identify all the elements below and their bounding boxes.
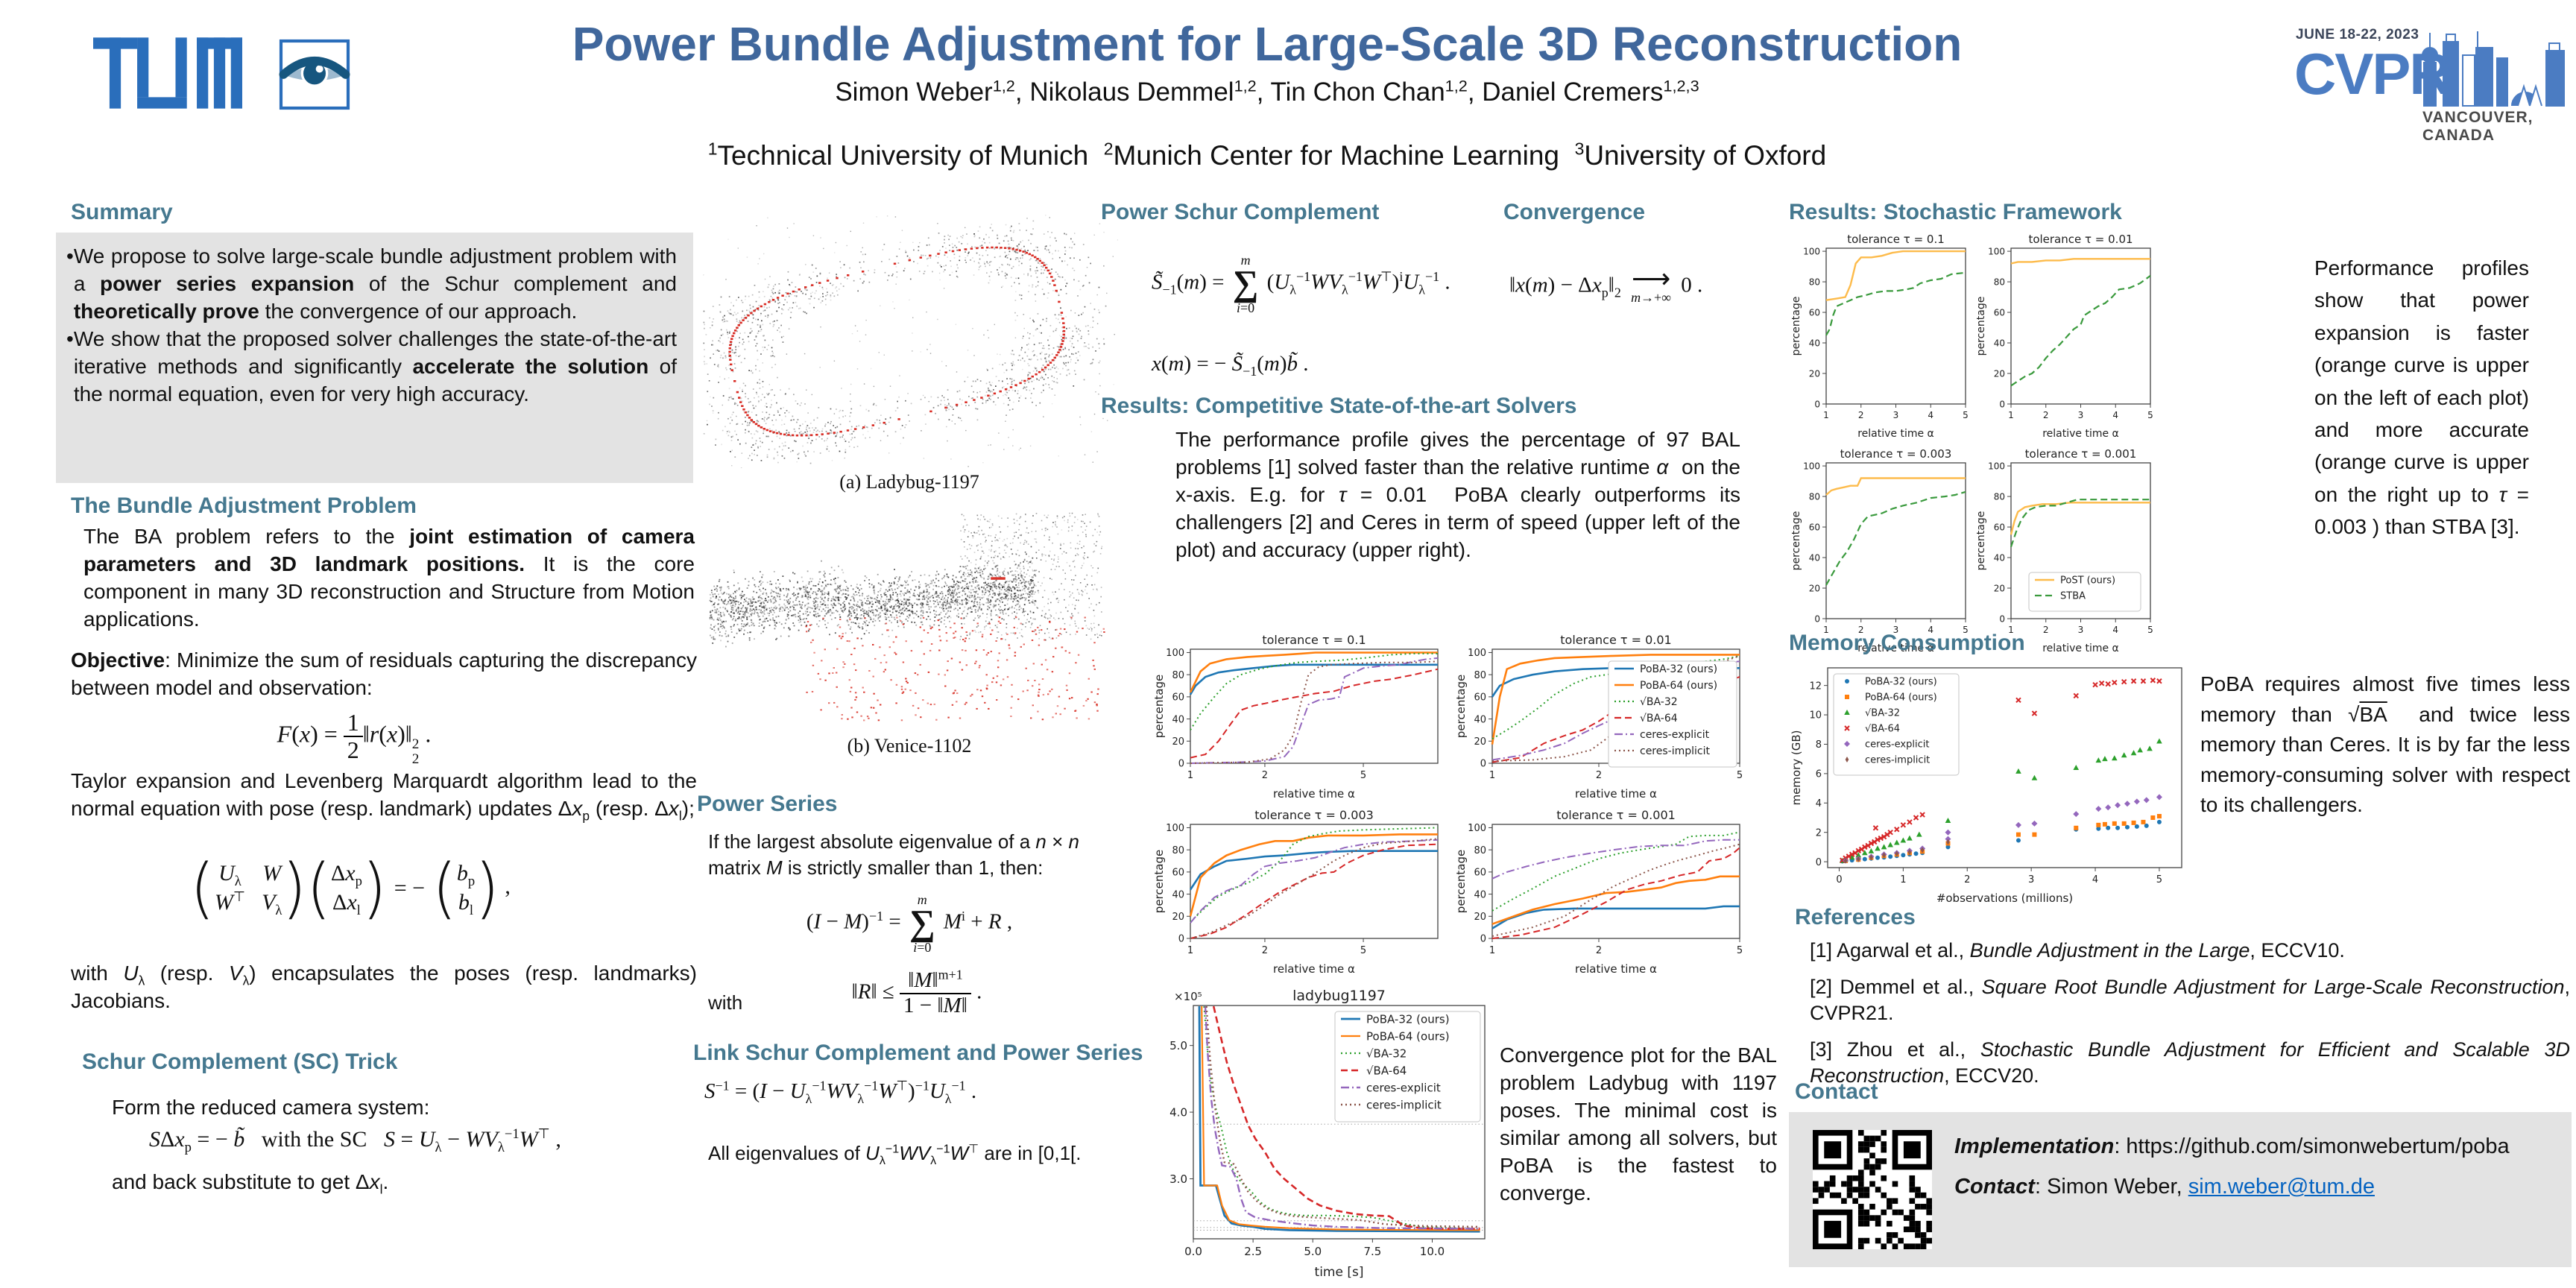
ba-problem-p1: The BA problem refers to the joint estim…: [83, 525, 695, 631]
poster-title: Power Bundle Adjustment for Large-Scale …: [572, 17, 1963, 71]
chart-post-tol-0-001: 1 2 3 4 5 0 20 40 60 80 100 tolerance τ = 0.001 rela…: [1974, 443, 2156, 656]
tum-logo: [93, 37, 242, 109]
chart-post-tol-0-01: 1 2 3 4 5 0 20 40 60 80 100 tolerance τ = 0.01 relat…: [1974, 228, 2156, 441]
chart-post-tol-0-1: 1 2 3 4 5 0 20 40 60 80 100 tolerance τ = 0.1 relati…: [1789, 228, 1972, 441]
vancouver-skyline-icon: [2422, 31, 2565, 107]
ba-problem-p3: Taylor expansion and Levenberg Marquardt…: [71, 769, 697, 824]
venice-figure-caption: (b) Venice-1102: [847, 735, 972, 757]
ladybug-convergence-caption: Convergence plot for the BAL problem Lad…: [1500, 1044, 1777, 1205]
summary-bullet-2: We show that the proposed solver challen…: [73, 326, 678, 405]
chart-perf-tol-0-01: 1 2 5 0 20 40 60 80 100 tolerance τ = 0.01 relativ…: [1453, 628, 1746, 802]
contact-implementation: Implementation: https://github.com/simon…: [1954, 1134, 2510, 1158]
authors: Simon Weber1,2, Nikolaus Demmel1,2, Tin …: [835, 76, 1699, 107]
ba-problem-objective: Objective: Minimize the sum of residuals…: [71, 648, 697, 699]
ladybug-figure-caption: (a) Ladybug-1197: [839, 471, 979, 493]
bullet-icon: •: [66, 244, 74, 268]
results-stochastic-heading: Results: Stochastic Framework: [1789, 200, 2122, 224]
power-series-with: with: [708, 991, 743, 1014]
eq-link: S−1 = (I − Uλ−1WVλ−1W⊤)−1Uλ−1 .: [704, 1078, 977, 1106]
eq-sc: SΔxp = − b̃ with the SC S = Uλ − WVλ−1W⊤…: [149, 1126, 561, 1155]
sc-trick-p1: Form the reduced camera system:: [112, 1096, 430, 1119]
power-series-p1: If the largest absolute eigenvalue of a …: [708, 830, 1079, 880]
chart-memory-consumption: 0 1 2 3 4 5 0 2 4 6 8 10 12 #observations (millions) m…: [1789, 660, 2188, 906]
chart-ladybug1197-convergence: 0.0 2.5 5.0 7.5 10.0 3.0 4.0 5.0 ladybug1197 ×10⁵…: [1160, 982, 1491, 1281]
contact-email-line: Contact: Simon Weber, sim.weber@tum.de: [1954, 1175, 2375, 1199]
venice-pointcloud-figure: [701, 501, 1118, 732]
summary-bullet-1: We propose to solve large-scale bundle a…: [73, 244, 677, 323]
summary-box: • We propose to solve large-scale bundle …: [56, 233, 693, 483]
power-sc-heading: Power Schur Complement: [1101, 200, 1380, 224]
power-series-heading: Power Series: [697, 792, 838, 816]
link-sc-ps-p: All eigenvalues of Uλ−1WVλ−1W⊤ are in [0…: [708, 1142, 1082, 1168]
references-heading: References: [1795, 905, 1916, 929]
affiliations: 1Technical University of Munich 2Munich …: [707, 139, 1827, 171]
eq-power-sc-2: x(m) = − S̃−1(m)b̃ .: [1152, 352, 1309, 379]
chart-perf-tol-0-1: 1 2 5 0 20 40 60 80 100 tolerance τ = 0.1 relative…: [1152, 628, 1444, 802]
eq-normal-equation: (Uλ W W⊤ Vλ)(Δxp Δxl) = −(bp bl) ,: [190, 849, 511, 926]
results-stochastic-paragraph: Performance profiles show that power exp…: [2314, 256, 2529, 539]
bullet-icon: •: [66, 326, 74, 350]
results-competitive-heading: Results: Competitive State-of-the-art So…: [1101, 394, 1577, 418]
memory-heading: Memory Consumption: [1789, 631, 2025, 655]
ba-problem-heading: The Bundle Adjustment Problem: [71, 493, 417, 518]
contact-box: Implementation: https://github.com/simon…: [1789, 1112, 2572, 1267]
link-sc-ps-heading: Link Schur Complement and Power Series: [693, 1041, 1143, 1065]
cvpr-dates: JUNE 18-22, 2023: [2296, 27, 2419, 42]
cvpr-logo: JUNE 18-22, 2023 CVPR VANCOUVER, CANADA: [2294, 21, 2570, 144]
ba-problem-p4: with Uλ (resp. Vλ) encapsulates the pose…: [71, 962, 698, 1012]
eq-objective: F(x) = 1 2 ‖r(x)‖ 2 2 .: [277, 709, 432, 768]
qr-code: [1813, 1130, 1932, 1249]
chart-perf-tol-0-003: 1 2 5 0 20 40 60 80 100 tolerance τ = 0.003 relati…: [1152, 804, 1444, 977]
reference-item-2: [2] Demmel et al., Square Root Bundle Ad…: [1810, 976, 2570, 1025]
eq-convergence: ‖x(m) − Δxp‖2 ⟶ m→+∞ 0 .: [1509, 264, 1703, 305]
ladybug-pointcloud-figure: [701, 215, 1119, 469]
eq-r-bound: ‖R‖ ≤ ‖M‖m+1 1 − ‖M‖ .: [851, 967, 982, 1017]
cvpr-location: VANCOUVER, CANADA: [2422, 109, 2534, 144]
convergence-heading: Convergence: [1503, 200, 1646, 224]
sc-trick-p2: and back substitute to get Δxl.: [112, 1170, 389, 1197]
cvg-eye-logo: [279, 39, 350, 110]
eq-power-series: (I − M)−1 = m ∑ i=0 Mi + R ,: [806, 892, 1013, 956]
summary-heading: Summary: [71, 200, 173, 224]
chart-perf-tol-0-001: 1 2 5 0 20 40 60 80 100 tolerance τ = 0.001 relati…: [1453, 804, 1746, 977]
sc-trick-heading: Schur Complement (SC) Trick: [82, 1049, 398, 1074]
reference-item-1: [1] Agarwal et al., Bundle Adjustment in…: [1810, 939, 2345, 962]
eq-power-sc-1: S̃−1(m) = m ∑ i=0 (Uλ−1WVλ−1W⊤)iUλ−1 .: [1152, 253, 1450, 316]
reference-item-3: [3] Zhou et al., Stochastic Bundle Adjus…: [1810, 1038, 2571, 1087]
memory-paragraph: PoBA requires almost five times less mem…: [2200, 672, 2570, 817]
results-competitive-paragraph: The performance profile gives the percen…: [1175, 428, 1740, 561]
contact-heading: Contact: [1795, 1079, 1878, 1104]
references-list: [1] Agarwal et al., Bundle Adjustment in…: [1810, 938, 2570, 1099]
chart-post-tol-0-003: 1 2 3 4 5 0 20 40 60 80 100 tolerance τ = 0.003 rela…: [1789, 443, 1972, 656]
